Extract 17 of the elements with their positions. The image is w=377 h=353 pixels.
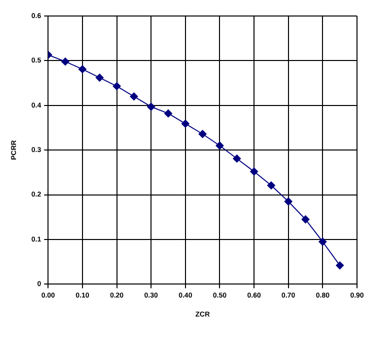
- point: [267, 181, 276, 190]
- point: [164, 109, 172, 118]
- point: [198, 130, 207, 138]
- point: [318, 238, 327, 246]
- point: [130, 92, 138, 100]
- point: [147, 102, 156, 111]
- point: [61, 58, 70, 66]
- point: [96, 74, 104, 82]
- point: [232, 154, 241, 163]
- point: [284, 198, 292, 206]
- point: [336, 261, 344, 270]
- point: [250, 168, 258, 176]
- point: [181, 120, 190, 128]
- point: [78, 65, 86, 74]
- point: [112, 82, 121, 90]
- point: [216, 142, 224, 150]
- point: [302, 215, 310, 224]
